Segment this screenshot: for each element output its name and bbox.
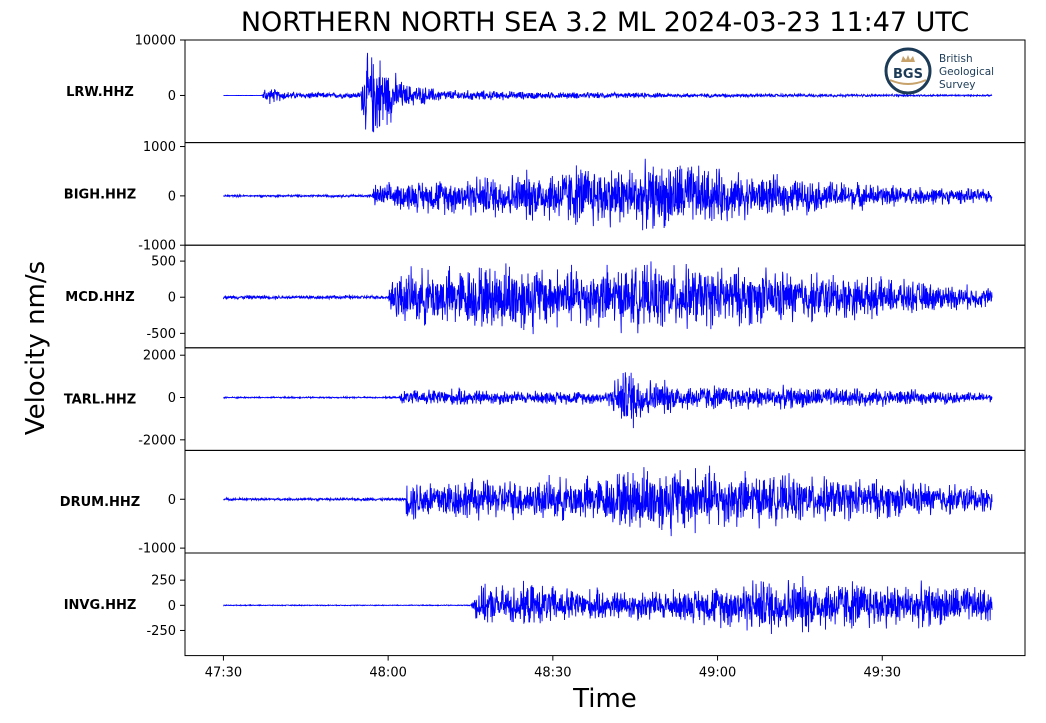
x-tick-label: 49:30 xyxy=(864,666,901,681)
x-axis-label: Time xyxy=(572,684,637,714)
panel-bigh-hhz: 1000 0 -1000 BIGH.HHZ xyxy=(64,140,1026,254)
panel-drum-hhz: 0 -1000 DRUM.HHZ xyxy=(60,449,1026,557)
waveform-series xyxy=(222,261,993,335)
x-tick-label: 47:30 xyxy=(205,666,242,681)
station-label: INVG.HHZ xyxy=(64,598,137,613)
panel-mcd-hhz: 500 0 -500 MCD.HHZ xyxy=(65,244,1026,349)
y-tick-label: 250 xyxy=(151,574,176,589)
y-tick-label: 2000 xyxy=(143,349,176,364)
logo-line-1: British xyxy=(939,53,973,65)
y-tick-label: 0 xyxy=(168,599,176,614)
y-tick-label: 0 xyxy=(168,493,176,508)
y-tick-label: 0 xyxy=(168,391,176,406)
x-tick-label: 48:30 xyxy=(534,666,571,681)
panel-tarl-hhz: 2000 0 -2000 TARL.HHZ xyxy=(64,347,1026,451)
x-tick-label: 49:00 xyxy=(699,666,736,681)
y-tick-label: -1000 xyxy=(138,542,176,557)
panels: 100000LRW.HHZ10000-1000BIGH.HHZ5000-500M… xyxy=(60,34,1026,657)
y-tick-label: 500 xyxy=(151,255,176,270)
y-tick-label: -250 xyxy=(146,624,176,639)
logo-letters: BGS xyxy=(893,67,923,82)
y-axis-label: Velocity nm/s xyxy=(21,261,51,435)
bgs-logo: BGS British Geological Survey xyxy=(884,47,994,95)
logo-arc xyxy=(889,79,927,85)
waveform-series xyxy=(223,576,993,634)
y-tick-label: -500 xyxy=(146,327,176,342)
panel-lrw-hhz: 10000 0 LRW.HHZ xyxy=(66,34,1026,144)
y-tick-label: -1000 xyxy=(138,239,176,254)
logo-line-3: Survey xyxy=(939,79,976,91)
waveform-series xyxy=(223,52,993,133)
y-tick-label: 0 xyxy=(168,189,176,204)
y-tick-label: -2000 xyxy=(138,433,176,448)
waveform-series xyxy=(223,372,993,429)
y-tick-label: 1000 xyxy=(143,140,176,155)
station-label: LRW.HHZ xyxy=(66,85,134,100)
x-axis: 47:30 48:00 48:30 49:00 49:30 xyxy=(205,655,901,681)
chart-title: NORTHERN NORTH SEA 3.2 ML 2024-03-23 11:… xyxy=(241,7,969,38)
panel-invg-hhz: 250 0 -250 INVG.HHZ xyxy=(64,552,1026,657)
panel-frame xyxy=(184,552,1026,657)
station-label: TARL.HHZ xyxy=(64,393,136,408)
waveform-series xyxy=(223,465,993,537)
station-label: MCD.HHZ xyxy=(65,290,134,305)
station-label: DRUM.HHZ xyxy=(60,495,140,510)
crown-icon xyxy=(901,55,915,62)
y-tick-label: 0 xyxy=(168,89,176,104)
waveform-series xyxy=(223,158,993,231)
station-label: BIGH.HHZ xyxy=(64,187,136,202)
y-tick-label: 10000 xyxy=(135,34,176,49)
x-tick-label: 48:00 xyxy=(369,666,406,681)
logo-line-2: Geological xyxy=(939,66,994,78)
y-tick-label: 0 xyxy=(168,291,176,306)
